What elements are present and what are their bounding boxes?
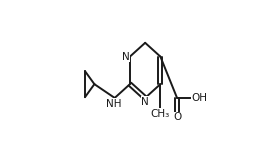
Text: N: N bbox=[141, 97, 149, 107]
Text: CH₃: CH₃ bbox=[151, 109, 170, 119]
Text: O: O bbox=[173, 112, 181, 122]
Text: NH: NH bbox=[106, 99, 122, 109]
Text: OH: OH bbox=[191, 93, 207, 103]
Text: N: N bbox=[122, 52, 130, 62]
